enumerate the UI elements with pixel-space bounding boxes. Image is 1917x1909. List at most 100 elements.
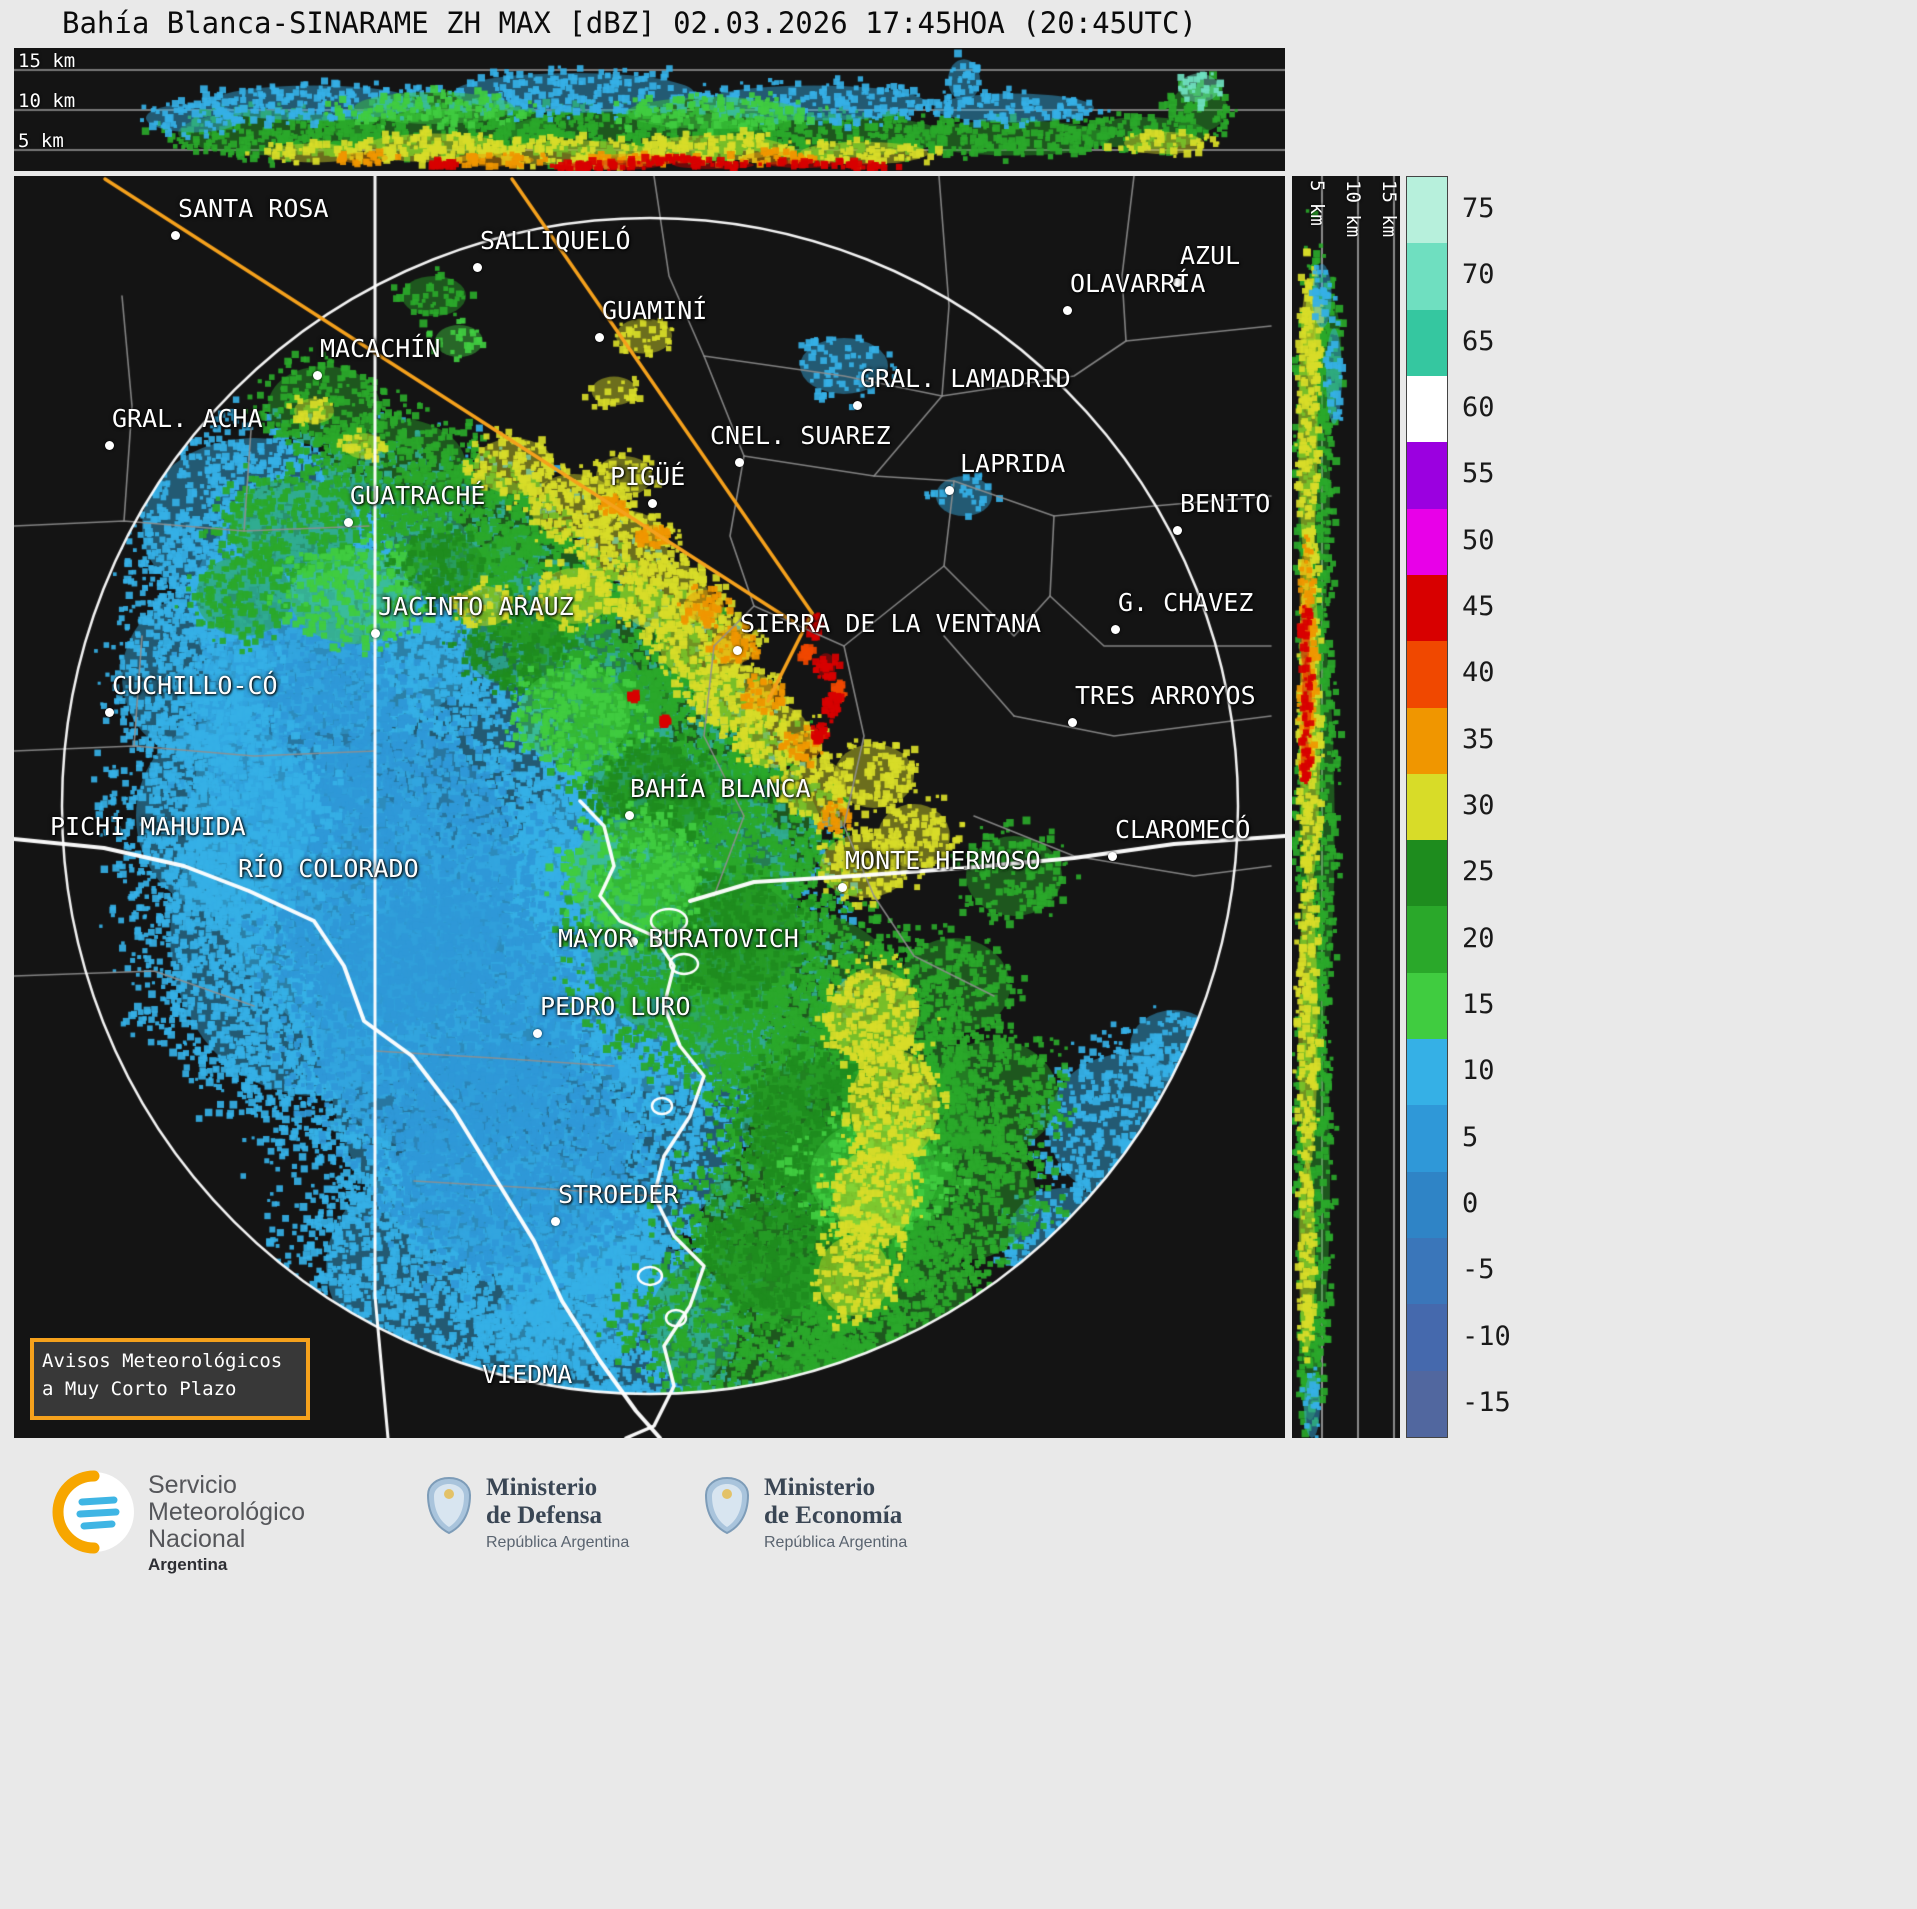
city-label: AZUL [1180, 241, 1241, 270]
colorbar-segment [1407, 243, 1447, 310]
city-dot [1068, 718, 1077, 727]
warning-line-1: Avisos Meteorológicos [42, 1350, 283, 1372]
colorbar-tick: 45 [1462, 591, 1495, 623]
city-dot [595, 333, 604, 342]
city-label: VIEDMA [482, 1360, 573, 1389]
smn-line: Servicio [148, 1471, 237, 1499]
colorbar-tick: 20 [1462, 922, 1495, 954]
city-label: MACACHÍN [320, 334, 441, 363]
colorbar-tick: -15 [1462, 1386, 1511, 1418]
smn-line: Meteorológico [148, 1498, 306, 1526]
defensa-line: de Defensa [486, 1502, 602, 1529]
city-label: CLAROMECÓ [1115, 815, 1251, 844]
city-dot [838, 883, 847, 892]
cross-section-right-canvas [1292, 176, 1400, 1438]
defensa-text-block: Ministerio de Defensa República Argentin… [486, 1474, 629, 1552]
colorbar-tick: 65 [1462, 325, 1495, 357]
city-label: BENITO [1180, 489, 1271, 518]
defensa-sub: República Argentina [486, 1534, 630, 1551]
city-dot [945, 486, 954, 495]
colorbar-tick: 40 [1462, 657, 1495, 689]
city-label: GRAL. ACHA [112, 404, 263, 433]
colorbar-tick: 25 [1462, 856, 1495, 888]
city-label: PICHI MAHUIDA [50, 812, 246, 841]
colorbar-tick: 35 [1462, 723, 1495, 755]
colorbar-segment [1407, 375, 1447, 443]
city-dot [473, 263, 482, 272]
altitude-label: 15 km [1378, 180, 1400, 238]
colorbar-scale [1406, 176, 1448, 1438]
city-label: PEDRO LURO [540, 992, 691, 1021]
city-dot [648, 499, 657, 508]
city-label: LAPRIDA [960, 449, 1066, 478]
smn-logo-icon [52, 1470, 134, 1554]
warning-line-2: a Muy Corto Plazo [42, 1377, 237, 1400]
city-label: JACINTO ARAUZ [378, 592, 574, 621]
colorbar-segment [1407, 840, 1447, 907]
colorbar-tick: 0 [1462, 1187, 1479, 1219]
colorbar-segment [1407, 641, 1447, 708]
page-title: Bahía Blanca-SINARAME ZH MAX [dBZ] 02.03… [62, 6, 1197, 40]
city-dot [629, 937, 638, 946]
city-label: STROEDER [558, 1180, 679, 1209]
colorbar-tick: -10 [1462, 1320, 1511, 1352]
city-dot [105, 441, 114, 450]
economia-line: Ministerio [764, 1474, 876, 1501]
city-dot [853, 401, 862, 410]
smn-country: Argentina [148, 1555, 228, 1574]
colorbar-segment [1407, 1370, 1447, 1437]
economia-text-block: Ministerio de Economía República Argenti… [764, 1474, 907, 1552]
colorbar-tick: 15 [1462, 988, 1495, 1020]
colorbar-segment [1407, 508, 1447, 575]
colorbar-segment [1407, 1039, 1447, 1106]
colorbar-segment [1407, 177, 1447, 244]
colorbar: 75 70 65 60 55 50 45 40 35 30 25 20 15 10 5 0 -5 -10 -15 [1406, 176, 1526, 1438]
colorbar-tick: 75 [1462, 193, 1495, 225]
city-dot [313, 371, 322, 380]
altitude-label: 5 km [1306, 180, 1328, 226]
city-dot [105, 708, 114, 717]
colorbar-segment [1407, 1304, 1447, 1371]
colorbar-tick: -5 [1462, 1254, 1495, 1286]
city-label: SIERRA DE LA VENTANA [740, 609, 1042, 638]
smn-line: Nacional [148, 1525, 246, 1553]
radar-map-panel: SANTA ROSA SALLIQUELÓ GUAMINÍ AZUL OLAVARRÍA… [14, 176, 1285, 1438]
colorbar-segment [1407, 442, 1447, 509]
city-dot [371, 629, 380, 638]
footer: Servicio Meteorológico Nacional Argentin… [0, 1462, 1917, 1582]
colorbar-segment [1407, 1238, 1447, 1305]
radar-map-canvas [14, 176, 1285, 1438]
warning-box: Avisos Meteorológicos a Muy Corto Plazo [30, 1338, 310, 1420]
city-dot [1108, 852, 1117, 861]
city-label: GRAL. LAMADRID [860, 364, 1071, 393]
colorbar-segment [1407, 574, 1447, 642]
city-label: G. CHAVEZ [1118, 588, 1254, 617]
city-label: RÍO COLORADO [238, 854, 419, 883]
colorbar-segment [1407, 1171, 1447, 1238]
smn-text-block: Servicio Meteorológico Nacional Argentin… [148, 1472, 305, 1574]
city-dot [344, 518, 353, 527]
cross-section-right-panel: 5 km 10 km 15 km [1292, 176, 1400, 1438]
colorbar-tick: 50 [1462, 524, 1495, 556]
altitude-label: 5 km [18, 130, 64, 152]
city-label: BAHÍA BLANCA [630, 774, 811, 803]
city-dot [171, 231, 180, 240]
city-dot [733, 646, 742, 655]
economia-line: de Economía [764, 1502, 903, 1529]
city-dot [625, 811, 634, 820]
altitude-label: 15 km [18, 50, 76, 72]
colorbar-tick: 60 [1462, 392, 1495, 424]
colorbar-tick: 55 [1462, 458, 1495, 490]
colorbar-tick: 5 [1462, 1121, 1479, 1153]
colorbar-segment [1407, 906, 1447, 973]
city-label: TRES ARROYOS [1075, 681, 1256, 710]
city-dot [735, 458, 744, 467]
colorbar-segment [1407, 309, 1447, 376]
city-label: PIGÜÉ [610, 462, 686, 491]
city-label: CUCHILLO-CÓ [112, 671, 278, 700]
defensa-crest-icon [426, 1476, 472, 1535]
city-dot [1173, 278, 1182, 287]
colorbar-segment [1407, 1105, 1447, 1172]
altitude-label: 10 km [18, 90, 76, 112]
